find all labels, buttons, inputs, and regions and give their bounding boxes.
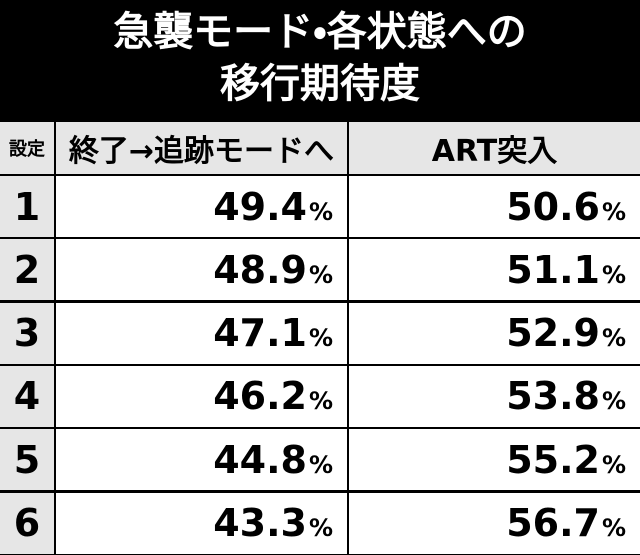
value-unit: % — [308, 260, 333, 289]
value-cell: 43.3% — [56, 492, 347, 554]
value-number: 51.1 — [506, 247, 600, 292]
value-unit: % — [601, 514, 626, 542]
value-number: 43.3 — [213, 501, 307, 545]
column-header: 設定 — [0, 122, 54, 174]
value-number: 55.2 — [506, 437, 600, 482]
value-unit: % — [308, 514, 333, 542]
value-number: 50.6 — [506, 184, 600, 229]
value-unit: % — [308, 450, 333, 479]
value-cell: 50.6% — [349, 176, 640, 237]
table: 設定 終了→追跡モードへ ART突入 1 49.4% 50.6% 2 48.9% 51.1% 3 4… — [0, 120, 640, 555]
value-cell: 47.1% — [56, 302, 347, 364]
setting-cell: 2 — [0, 239, 54, 301]
value-unit: % — [308, 387, 333, 416]
value-number: 46.2 — [213, 374, 307, 419]
value-unit: % — [601, 387, 626, 416]
value-cell: 46.2% — [56, 365, 347, 427]
column-header: ART突入 — [349, 122, 640, 174]
value-cell: 49.4% — [56, 176, 347, 237]
value-number: 56.7 — [506, 501, 600, 545]
title-line: 急襲モード・各状態への — [113, 9, 527, 55]
value-cell: 56.7% — [349, 492, 640, 554]
value-unit: % — [601, 450, 626, 479]
value-cell: 51.1% — [349, 239, 640, 301]
setting-cell: 4 — [0, 365, 54, 427]
value-unit: % — [601, 197, 626, 226]
setting-cell: 3 — [0, 302, 54, 364]
value-unit: % — [308, 197, 333, 226]
value-number: 44.8 — [213, 437, 307, 482]
value-unit: % — [308, 324, 333, 353]
value-cell: 48.9% — [56, 239, 347, 301]
setting-cell: 5 — [0, 429, 54, 491]
value-unit: % — [601, 324, 626, 353]
value-number: 49.4 — [213, 184, 307, 229]
value-cell: 44.8% — [56, 429, 347, 491]
setting-cell: 1 — [0, 176, 54, 237]
value-cell: 55.2% — [349, 429, 640, 491]
value-unit: % — [601, 260, 626, 289]
title-banner: 急襲モード・各状態への 移行期待度 — [0, 0, 640, 120]
column-header: 終了→追跡モードへ — [56, 122, 347, 174]
value-cell: 52.9% — [349, 302, 640, 364]
title-line: 移行期待度 — [220, 61, 420, 107]
setting-cell: 6 — [0, 492, 54, 554]
value-number: 47.1 — [213, 311, 307, 356]
value-cell: 53.8% — [349, 365, 640, 427]
value-number: 52.9 — [506, 311, 600, 356]
value-number: 48.9 — [213, 247, 307, 292]
value-number: 53.8 — [506, 374, 600, 419]
